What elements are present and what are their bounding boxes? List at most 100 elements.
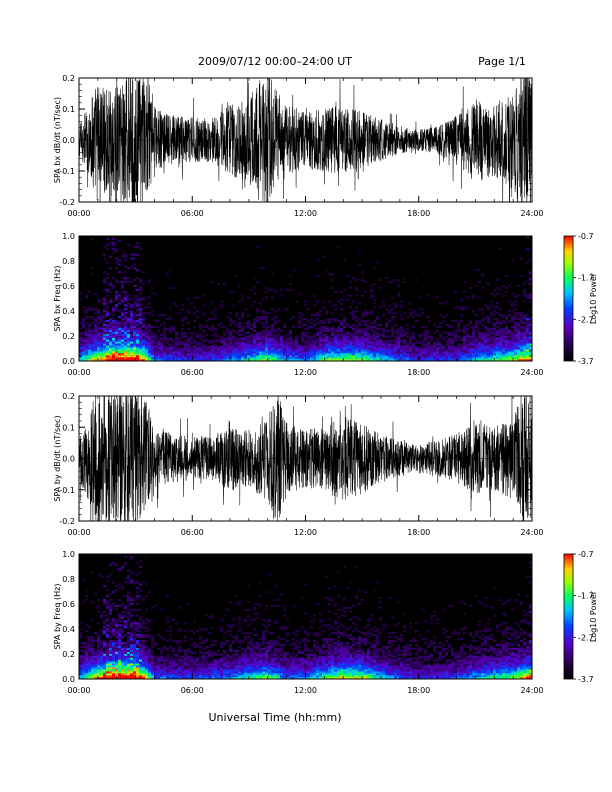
spectrogram-cell (184, 675, 188, 678)
spectrogram-cell (109, 598, 113, 602)
spectrogram-cell (325, 333, 329, 336)
spectrogram-cell (151, 655, 155, 658)
spectrogram-cell (109, 675, 113, 678)
spectrogram-cell (484, 333, 488, 336)
spectrogram-cell (463, 290, 467, 293)
spectrogram-cell (181, 318, 185, 321)
spectrogram-cell (145, 659, 149, 662)
spectrogram-cell (406, 359, 410, 362)
spectrogram-cell (361, 331, 365, 334)
spectrogram-cell (112, 677, 116, 680)
spectrogram-cell (265, 359, 269, 362)
spectrogram-cell (133, 677, 137, 680)
spectrogram-cell (100, 669, 104, 672)
spectrogram-cell (121, 335, 125, 338)
spectrogram-cell (121, 314, 125, 317)
spectrogram-cell (202, 663, 206, 666)
spectrogram-cell (112, 645, 116, 648)
spectrogram-cell (214, 665, 218, 668)
spectrogram-cell (451, 355, 455, 358)
spectrogram-cell (442, 331, 446, 334)
spectrogram-cell (136, 655, 140, 658)
spectrogram-cell (202, 345, 206, 348)
spectrogram-cell (166, 349, 170, 352)
spectrogram-cell (136, 296, 140, 299)
spectrogram-cell (511, 292, 515, 295)
spectrogram-cell (130, 651, 134, 654)
spectrogram-cell (115, 639, 119, 643)
spectrogram-cell (154, 669, 158, 672)
spectrogram-cell (292, 351, 296, 354)
spectrogram-cell (103, 639, 107, 643)
spectrogram-cell (454, 335, 458, 338)
spectrogram-cell (322, 300, 326, 303)
spectrogram-cell (178, 669, 182, 672)
spectrogram-cell (355, 294, 359, 297)
spectrogram-cell (85, 310, 89, 313)
spectrogram-cell (223, 355, 227, 358)
spectrogram-cell (388, 351, 392, 354)
spectrogram-cell (184, 630, 188, 633)
spectrogram-cell (106, 314, 110, 317)
spectrogram-cell (133, 300, 137, 303)
spectrogram-cell (106, 237, 110, 241)
spectrogram-cell (244, 663, 248, 666)
spectrogram-cell (217, 347, 221, 350)
spectrogram-cell (358, 357, 362, 360)
spectrogram-cell (136, 302, 140, 305)
spectrogram-cell (163, 333, 167, 336)
spectrogram-cell (145, 555, 149, 559)
spectrogram-cell (127, 661, 131, 664)
spectrogram-cell (79, 335, 83, 338)
spectrogram-cell (229, 343, 233, 346)
spectrogram-cell (79, 671, 83, 674)
spectrogram-cell (421, 355, 425, 358)
spectrogram-cell (154, 337, 158, 340)
spectrogram-cell (124, 280, 128, 284)
spectrogram-cell (286, 351, 290, 354)
spectrogram-cell (91, 657, 95, 660)
spectrogram-cell (235, 359, 239, 362)
spectrogram-cell (121, 657, 125, 660)
spectrogram-cell (148, 653, 152, 656)
spectrogram-cell (151, 639, 155, 643)
spectrogram-cell (283, 349, 287, 352)
y-tick-label: 0.2 (62, 74, 75, 83)
spectrogram-cell (262, 630, 266, 633)
spectrogram-cell (469, 337, 473, 340)
spectrogram-cell (322, 347, 326, 350)
spectrogram-cell (448, 331, 452, 334)
spectrogram-cell (172, 339, 176, 342)
spectrogram-cell (127, 595, 131, 598)
spectrogram-cell (214, 327, 218, 330)
spectrogram-cell (379, 343, 383, 346)
spectrogram-cell (289, 353, 293, 356)
spectrogram-cell (88, 355, 92, 358)
spectrogram-cell (493, 306, 497, 309)
spectrogram-cell (163, 677, 167, 680)
spectrogram-cell (328, 321, 332, 325)
spectrogram-cell (301, 355, 305, 358)
spectrogram-cell (169, 329, 173, 332)
spectrogram-cell (130, 630, 134, 633)
spectrogram-cell (475, 329, 479, 332)
spectrogram-cell (307, 325, 311, 328)
spectrogram-cell (88, 641, 92, 645)
spectrogram-cell (181, 341, 185, 344)
spectrogram-cell (91, 663, 95, 666)
spectrogram-cell (262, 669, 266, 672)
spectrogram-cell (181, 335, 185, 338)
spectrogram-cell (493, 355, 497, 358)
spectrogram-cell (268, 659, 272, 662)
spectrogram-cell (259, 581, 263, 584)
spectrogram-cell (529, 337, 533, 340)
spectrogram-cell (214, 345, 218, 348)
spectrogram-cell (148, 353, 152, 356)
spectrogram-cell (358, 343, 362, 346)
spectrogram-cell (499, 337, 503, 340)
spectrogram-cell (94, 292, 98, 295)
spectrogram-cell (109, 663, 113, 666)
spectrogram-cell (133, 296, 137, 299)
spectrogram-cell (457, 357, 461, 360)
spectrogram-cell (262, 657, 266, 660)
